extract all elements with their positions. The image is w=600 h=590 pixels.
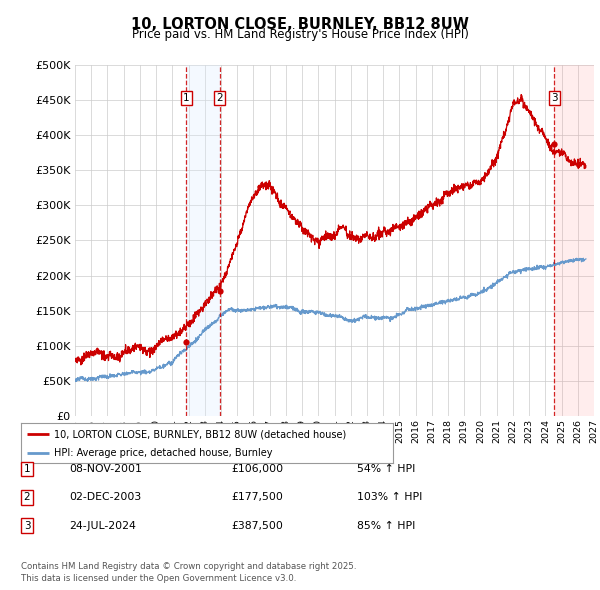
Text: 3: 3 [23,521,31,530]
Text: Price paid vs. HM Land Registry's House Price Index (HPI): Price paid vs. HM Land Registry's House … [131,28,469,41]
Text: 24-JUL-2024: 24-JUL-2024 [69,521,136,530]
Text: £106,000: £106,000 [231,464,283,474]
Text: 10, LORTON CLOSE, BURNLEY, BB12 8UW (detached house): 10, LORTON CLOSE, BURNLEY, BB12 8UW (det… [55,430,347,440]
Text: £387,500: £387,500 [231,521,283,530]
Bar [554,65,594,416]
Text: 1: 1 [183,93,190,103]
Bar [186,65,220,416]
Text: £177,500: £177,500 [231,493,283,502]
Text: 10, LORTON CLOSE, BURNLEY, BB12 8UW: 10, LORTON CLOSE, BURNLEY, BB12 8UW [131,17,469,31]
Text: 08-NOV-2001: 08-NOV-2001 [69,464,142,474]
Text: 54% ↑ HPI: 54% ↑ HPI [357,464,415,474]
Text: 02-DEC-2003: 02-DEC-2003 [69,493,141,502]
Text: 103% ↑ HPI: 103% ↑ HPI [357,493,422,502]
Text: 85% ↑ HPI: 85% ↑ HPI [357,521,415,530]
Text: 2: 2 [217,93,223,103]
Text: 2: 2 [23,493,31,502]
Text: HPI: Average price, detached house, Burnley: HPI: Average price, detached house, Burn… [55,448,273,458]
Text: 1: 1 [23,464,31,474]
Bar [554,65,594,416]
Text: Contains HM Land Registry data © Crown copyright and database right 2025.
This d: Contains HM Land Registry data © Crown c… [21,562,356,583]
Text: 3: 3 [551,93,558,103]
